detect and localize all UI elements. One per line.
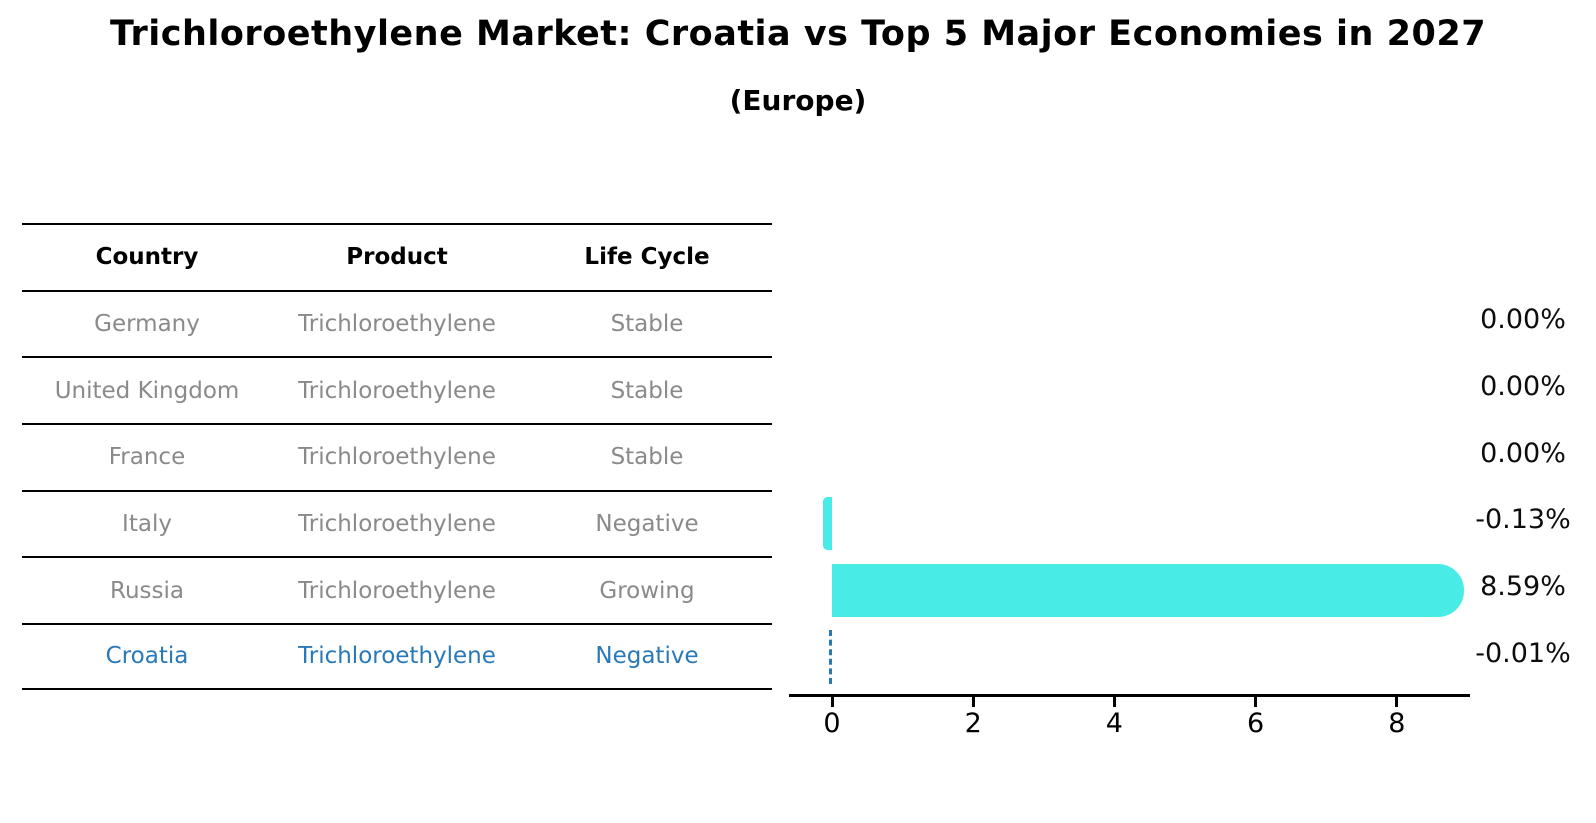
cell-life-cycle: Growing (599, 577, 695, 604)
value-label-france: 0.00% (1480, 437, 1566, 469)
x-axis-tick (1254, 697, 1258, 707)
bar-russia (832, 563, 1465, 617)
x-axis-line (789, 694, 1470, 697)
table-header-cell-life-cycle: Life Cycle (584, 244, 710, 271)
x-axis-tick (1395, 697, 1399, 707)
value-label-russia: 8.59% (1480, 571, 1566, 603)
bar-italy (822, 496, 832, 550)
cell-life-cycle: Stable (610, 444, 684, 471)
x-axis-tick-label: 6 (1247, 708, 1265, 739)
table-header-cell-product: Product (346, 244, 448, 271)
cell-life-cycle: Negative (595, 511, 699, 538)
table-row: Italy Trichloroethylene Negative (22, 489, 772, 557)
cell-life-cycle: Negative (595, 643, 699, 670)
x-axis-tick-label: 4 (1105, 708, 1123, 739)
cell-life-cycle: Stable (610, 311, 684, 338)
cell-country: France (108, 444, 186, 471)
cell-product: Trichloroethylene (298, 377, 496, 404)
cell-product: Trichloroethylene (298, 643, 496, 670)
x-axis-tick-label: 2 (964, 708, 982, 739)
table-header-row: Country Product Life Cycle (22, 223, 772, 290)
table-row: France Trichloroethylene Stable (22, 423, 772, 490)
x-axis-tick-label: 0 (823, 708, 841, 739)
table-row: United Kingdom Trichloroethylene Stable (22, 356, 772, 423)
value-label-united-kingdom: 0.00% (1480, 371, 1566, 403)
comparison-table: Country Product Life Cycle Germany Trichloro… (22, 223, 772, 690)
chart-subtitle: (Europe) (729, 84, 867, 117)
cell-country: Croatia (105, 643, 189, 670)
chart-title: Trichloroethylene Market: Croatia vs Top… (109, 14, 1487, 54)
cell-country: Russia (110, 577, 184, 604)
highlight-marker-croatia (829, 629, 833, 684)
cell-country: Italy (122, 511, 172, 538)
cell-product: Trichloroethylene (298, 444, 496, 471)
cell-product: Trichloroethylene (298, 577, 496, 604)
cell-life-cycle: Stable (610, 377, 684, 404)
value-label-croatia: -0.01% (1475, 637, 1571, 669)
table-row: Germany Trichloroethylene Stable (22, 289, 772, 357)
cell-country: Germany (94, 311, 200, 338)
value-label-italy: -0.13% (1475, 504, 1571, 536)
table-row: Croatia Trichloroethylene Negative (22, 623, 772, 690)
cell-country: United Kingdom (54, 377, 240, 404)
x-axis-tick (1112, 697, 1116, 707)
x-axis-tick (971, 697, 975, 707)
cell-product: Trichloroethylene (298, 511, 496, 538)
x-axis-tick (830, 697, 834, 707)
value-label-germany: 0.00% (1480, 304, 1566, 336)
cell-product: Trichloroethylene (298, 311, 496, 338)
table-header-cell-country: Country (95, 244, 199, 271)
table-row: Russia Trichloroethylene Growing (22, 556, 772, 623)
x-axis-tick-label: 8 (1388, 708, 1406, 739)
